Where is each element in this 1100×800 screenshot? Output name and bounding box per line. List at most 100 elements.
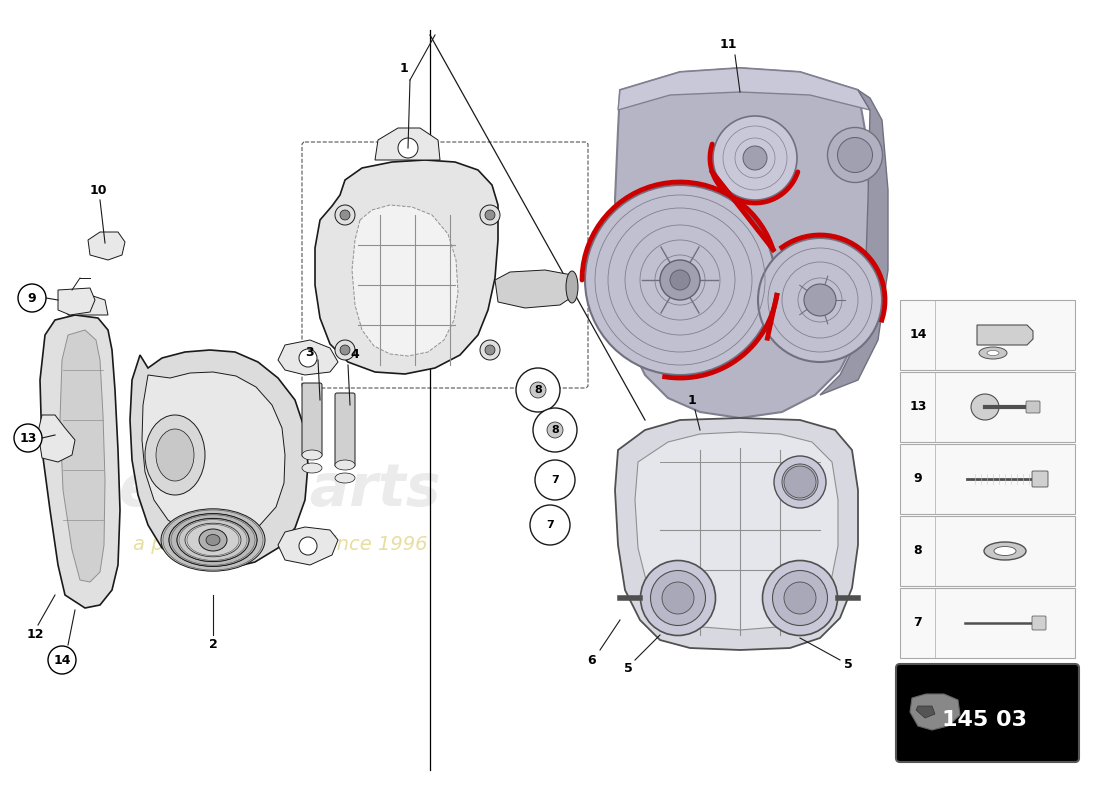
Polygon shape <box>88 232 125 260</box>
Text: 13: 13 <box>910 401 926 414</box>
Ellipse shape <box>979 347 1006 359</box>
Ellipse shape <box>662 582 694 614</box>
Ellipse shape <box>994 546 1016 555</box>
Circle shape <box>398 138 418 158</box>
Circle shape <box>535 460 575 500</box>
Text: 145 03: 145 03 <box>943 710 1027 730</box>
Text: 14: 14 <box>53 654 70 666</box>
Ellipse shape <box>177 518 249 562</box>
FancyBboxPatch shape <box>896 664 1079 762</box>
Polygon shape <box>352 205 458 356</box>
Polygon shape <box>65 295 108 315</box>
Text: 8: 8 <box>535 385 542 395</box>
Circle shape <box>784 466 816 498</box>
Polygon shape <box>375 128 440 160</box>
Text: 1: 1 <box>399 62 408 74</box>
Circle shape <box>299 349 317 367</box>
Ellipse shape <box>199 529 227 551</box>
Ellipse shape <box>772 570 827 626</box>
Text: 8: 8 <box>551 425 559 435</box>
FancyBboxPatch shape <box>900 300 1075 370</box>
Ellipse shape <box>827 127 882 182</box>
Text: 4: 4 <box>351 349 360 362</box>
Circle shape <box>742 146 767 170</box>
Circle shape <box>336 205 355 225</box>
Circle shape <box>18 284 46 312</box>
Polygon shape <box>615 418 858 650</box>
Text: europarts: europarts <box>119 462 441 518</box>
Ellipse shape <box>336 473 355 483</box>
Ellipse shape <box>585 185 776 375</box>
Ellipse shape <box>640 561 715 635</box>
Circle shape <box>340 345 350 355</box>
Polygon shape <box>58 288 95 315</box>
FancyBboxPatch shape <box>1032 471 1048 487</box>
Ellipse shape <box>302 450 322 460</box>
Circle shape <box>480 340 501 360</box>
Polygon shape <box>130 350 308 568</box>
Polygon shape <box>615 68 870 418</box>
FancyBboxPatch shape <box>900 372 1075 442</box>
Circle shape <box>660 260 700 300</box>
Circle shape <box>299 537 317 555</box>
Polygon shape <box>495 270 575 308</box>
Text: 2: 2 <box>209 638 218 651</box>
Circle shape <box>485 210 495 220</box>
Text: 9: 9 <box>28 291 36 305</box>
Ellipse shape <box>169 514 257 566</box>
Circle shape <box>340 210 350 220</box>
Text: 13: 13 <box>20 431 36 445</box>
Text: 11: 11 <box>719 38 737 51</box>
Text: 8: 8 <box>914 545 922 558</box>
Polygon shape <box>315 160 498 374</box>
Ellipse shape <box>206 534 220 546</box>
Ellipse shape <box>302 463 322 473</box>
FancyBboxPatch shape <box>1032 616 1046 630</box>
Ellipse shape <box>336 460 355 470</box>
Ellipse shape <box>713 116 798 200</box>
Text: 5: 5 <box>624 662 632 674</box>
Ellipse shape <box>758 238 882 362</box>
Ellipse shape <box>837 138 872 173</box>
Ellipse shape <box>987 350 999 355</box>
Ellipse shape <box>984 542 1026 560</box>
Text: 14: 14 <box>910 329 926 342</box>
Circle shape <box>530 505 570 545</box>
Text: 10: 10 <box>89 183 107 197</box>
Ellipse shape <box>161 509 265 571</box>
Text: 7: 7 <box>546 520 554 530</box>
Ellipse shape <box>566 271 578 303</box>
Text: 3: 3 <box>306 346 315 358</box>
Polygon shape <box>618 68 870 110</box>
Ellipse shape <box>774 456 826 508</box>
Circle shape <box>530 382 546 398</box>
Polygon shape <box>142 372 285 538</box>
Circle shape <box>480 205 501 225</box>
Circle shape <box>48 646 76 674</box>
Polygon shape <box>278 340 338 375</box>
Polygon shape <box>916 706 935 718</box>
Polygon shape <box>40 315 120 608</box>
Ellipse shape <box>145 415 205 495</box>
Ellipse shape <box>177 518 249 562</box>
FancyBboxPatch shape <box>900 588 1075 658</box>
FancyBboxPatch shape <box>900 516 1075 586</box>
Ellipse shape <box>784 582 816 614</box>
Ellipse shape <box>185 523 241 557</box>
Circle shape <box>670 270 690 290</box>
Polygon shape <box>60 330 104 582</box>
Ellipse shape <box>782 464 818 500</box>
Circle shape <box>14 424 42 452</box>
Text: 6: 6 <box>587 654 596 666</box>
Polygon shape <box>977 325 1033 345</box>
FancyBboxPatch shape <box>336 393 355 467</box>
FancyBboxPatch shape <box>1026 401 1039 413</box>
Circle shape <box>516 368 560 412</box>
Circle shape <box>547 422 563 438</box>
Text: 1: 1 <box>688 394 696 406</box>
Polygon shape <box>635 432 838 630</box>
Circle shape <box>485 345 495 355</box>
FancyBboxPatch shape <box>302 383 322 457</box>
Text: 7: 7 <box>551 475 559 485</box>
Ellipse shape <box>650 570 705 626</box>
